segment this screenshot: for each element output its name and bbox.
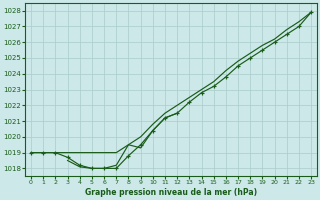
X-axis label: Graphe pression niveau de la mer (hPa): Graphe pression niveau de la mer (hPa) [85, 188, 257, 197]
